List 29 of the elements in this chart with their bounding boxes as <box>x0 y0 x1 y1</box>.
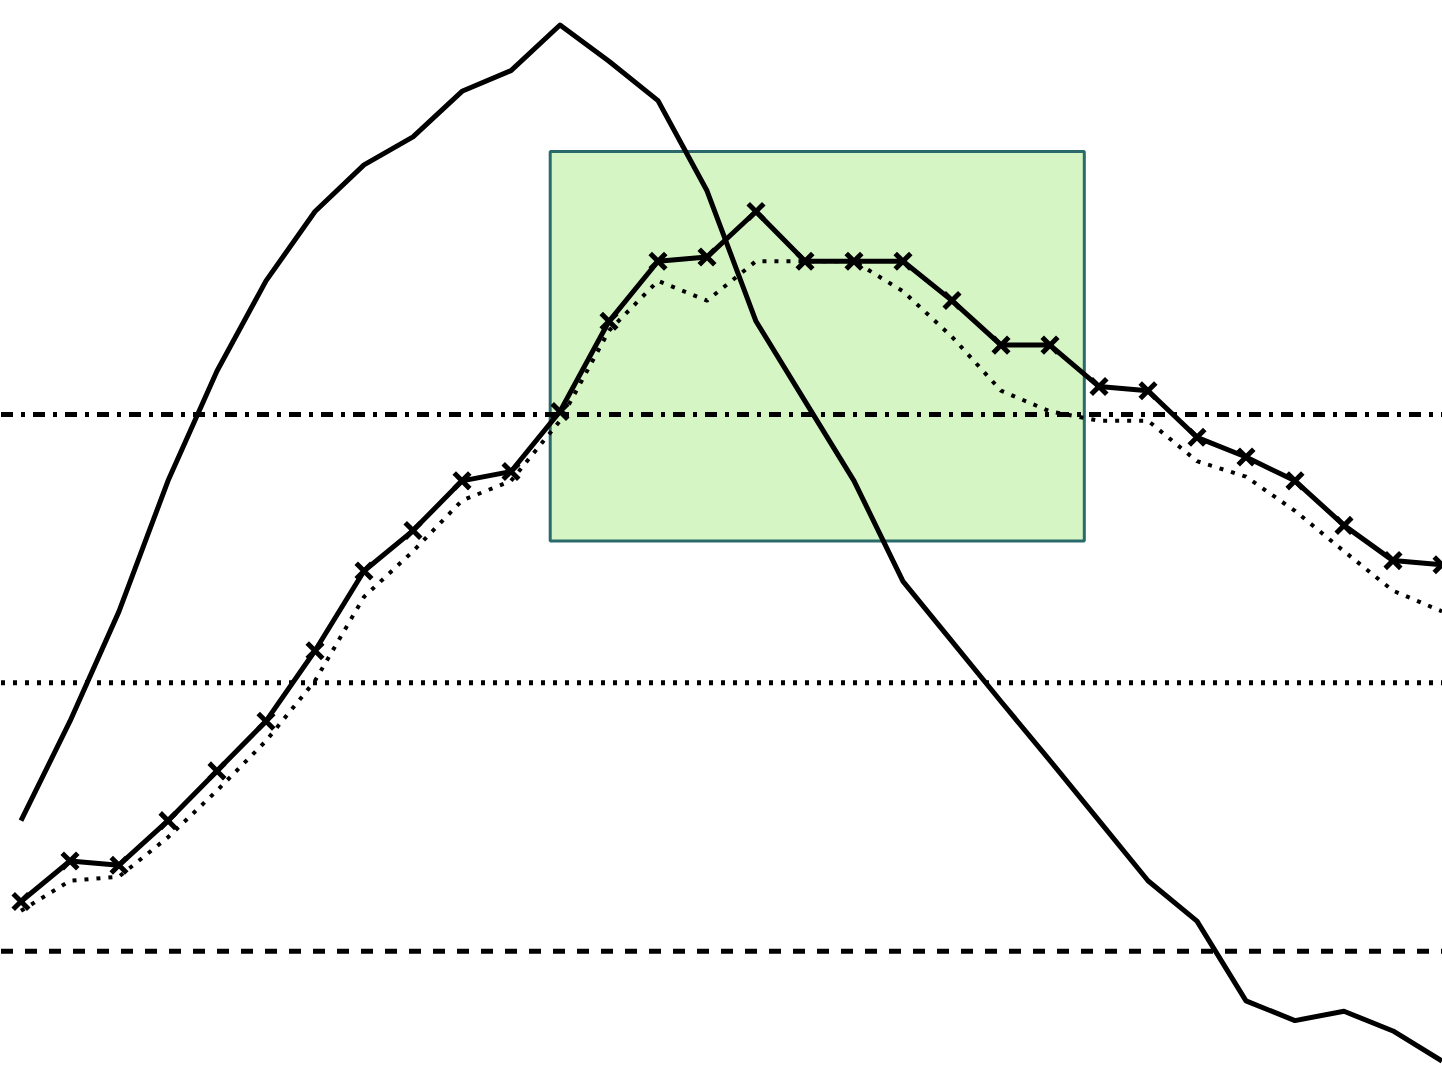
point <box>843 250 865 272</box>
point <box>1186 427 1208 448</box>
point <box>304 640 326 662</box>
point <box>451 470 473 492</box>
point <box>794 250 816 272</box>
point <box>696 246 718 268</box>
point <box>1235 446 1257 468</box>
point <box>1088 376 1110 397</box>
point <box>1382 550 1404 571</box>
point <box>892 250 914 272</box>
point <box>647 250 669 272</box>
point <box>157 810 179 831</box>
point <box>206 760 228 782</box>
point <box>1333 515 1355 536</box>
point <box>598 311 620 332</box>
point <box>255 710 277 732</box>
point <box>941 290 963 311</box>
point <box>402 520 424 541</box>
point <box>1137 380 1159 401</box>
point <box>745 201 767 222</box>
point <box>990 334 1012 356</box>
point <box>108 854 130 876</box>
point <box>353 560 375 582</box>
point <box>549 401 571 422</box>
point <box>1039 334 1061 356</box>
point <box>59 850 81 872</box>
point <box>1284 470 1306 492</box>
point <box>10 891 32 912</box>
point <box>500 461 522 482</box>
